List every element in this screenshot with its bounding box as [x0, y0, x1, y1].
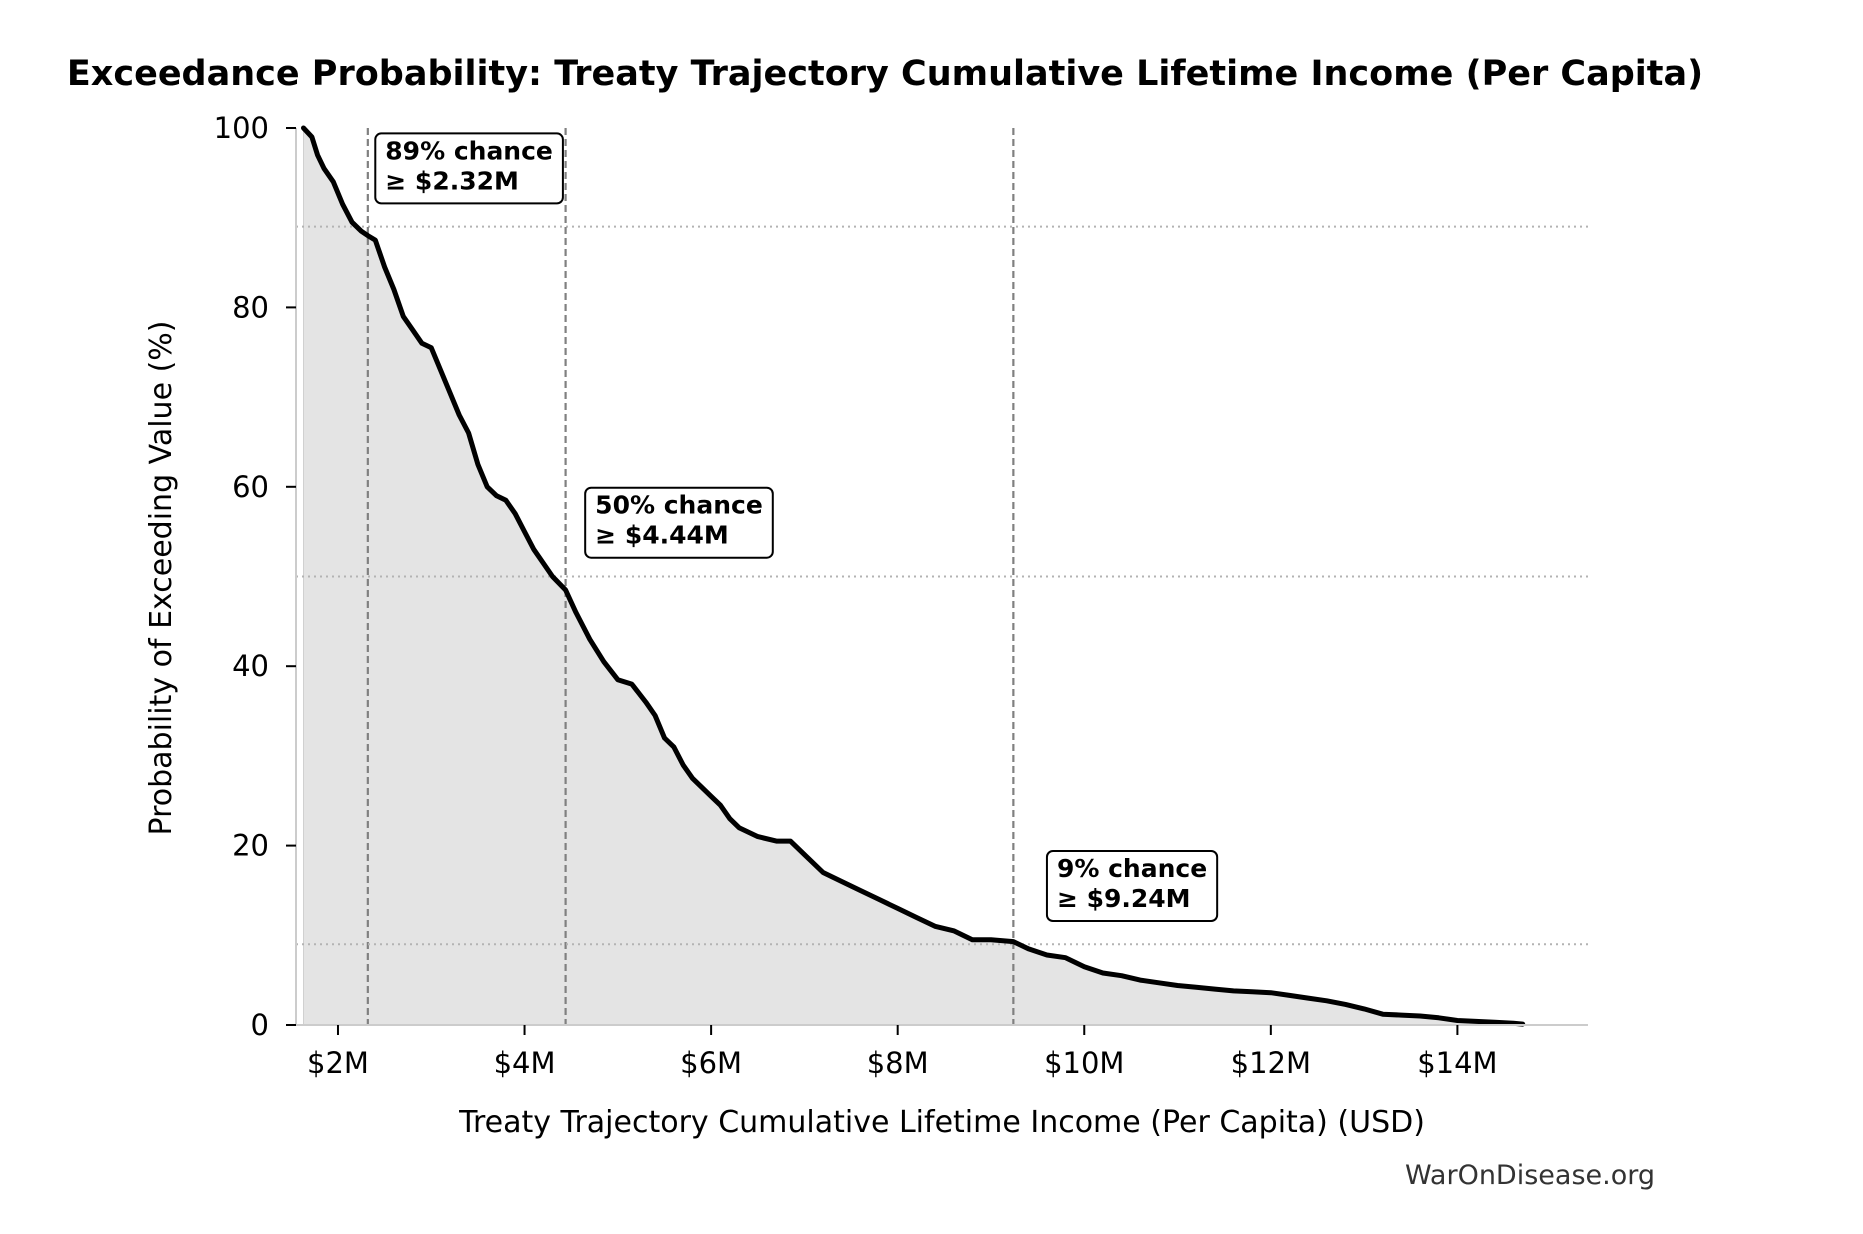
- y-tick-label-2: 40: [232, 649, 269, 683]
- plot-area: 89% chance≥ $2.32M 50% chance≥ $4.44M 9% c…: [295, 125, 1588, 1027]
- annotation-frame-0: [374, 132, 564, 205]
- x-tick-label-5: $12M: [1231, 1046, 1311, 1080]
- x-axis-ticks: $2M $4M $6M $8M $10M $12M $14M: [307, 1025, 1498, 1080]
- y-tick-label-4: 80: [232, 290, 269, 324]
- x-tick-label-1: $4M: [494, 1046, 556, 1080]
- exceedance-area: [303, 126, 1524, 1026]
- exceedance-curve: [301, 125, 1526, 1027]
- annotation-probability-1: 50% chance: [595, 491, 763, 520]
- y-tick-label-1: 20: [232, 829, 269, 863]
- reference-lines: [296, 128, 1588, 1025]
- x-tick-label-6: $14M: [1417, 1046, 1497, 1080]
- y-axis-ticks: 0 20 40 60 80 100: [214, 111, 296, 1042]
- y-tick-label-5: 100: [214, 111, 269, 145]
- watermark: WarOnDisease.org: [1405, 1160, 1655, 1191]
- annotation-frame-2: [1045, 849, 1219, 922]
- annotation-box-2: 9% chance≥ $9.24M: [1045, 849, 1219, 922]
- annotation-value-0: ≥ $2.32M: [385, 166, 519, 195]
- annotation-box-1: 50% chance≥ $4.44M: [584, 486, 774, 559]
- annotation-frame-1: [584, 486, 774, 559]
- x-axis-label: Treaty Trajectory Cumulative Lifetime In…: [458, 1105, 1425, 1140]
- annotation-box-0: 89% chance≥ $2.32M: [374, 132, 564, 205]
- annotation-value-2: ≥ $9.24M: [1057, 884, 1191, 913]
- annotation-probability-0: 89% chance: [385, 136, 553, 165]
- y-tick-label-0: 0: [251, 1008, 269, 1042]
- x-tick-label-3: $8M: [867, 1046, 929, 1080]
- x-tick-label-4: $10M: [1044, 1046, 1124, 1080]
- annotation-probability-2: 9% chance: [1057, 854, 1207, 883]
- y-tick-label-3: 60: [232, 470, 269, 504]
- y-axis-label: Probability of Exceeding Value (%): [144, 321, 179, 836]
- x-tick-label-0: $2M: [307, 1046, 369, 1080]
- chart-title: Exceedance Probability: Treaty Trajector…: [67, 54, 1703, 94]
- x-tick-label-2: $6M: [680, 1046, 742, 1080]
- annotation-value-1: ≥ $4.44M: [595, 521, 729, 550]
- annotations: 89% chance≥ $2.32M 50% chance≥ $4.44M 9% c…: [374, 132, 1219, 922]
